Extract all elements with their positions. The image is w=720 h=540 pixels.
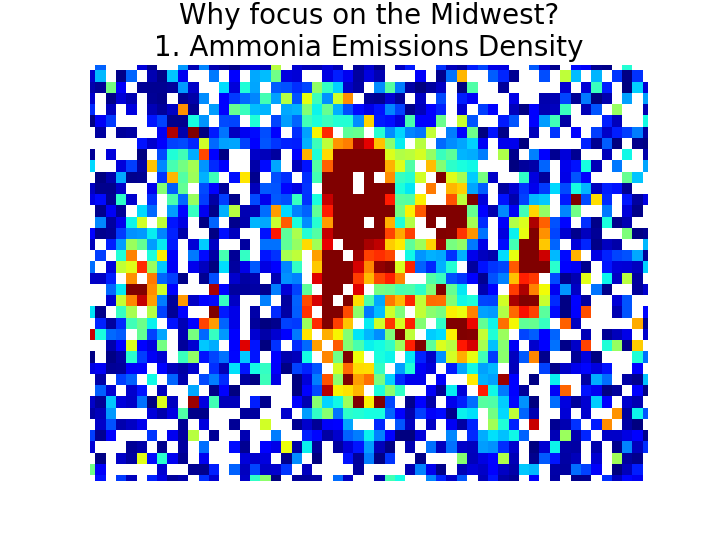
Title: Why focus on the Midwest?
1. Ammonia Emissions Density: Why focus on the Midwest? 1. Ammonia Emi…: [154, 2, 584, 63]
